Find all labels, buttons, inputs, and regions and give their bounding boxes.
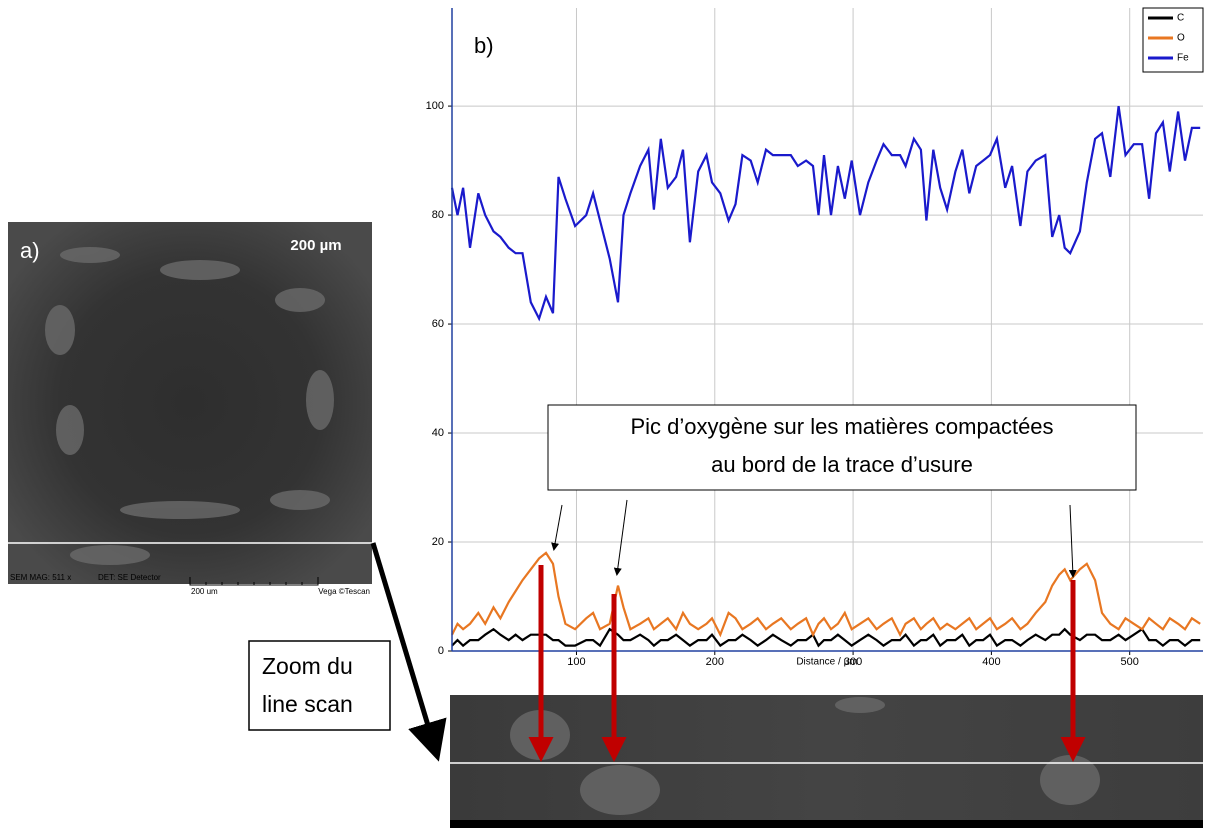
series-line (450, 105, 1201, 322)
x-tick-label: 300 (844, 656, 862, 668)
scale-label: 200 µm (290, 237, 341, 254)
x-axis-label: Distance / µm (796, 657, 857, 668)
y-tick-label: 20 (432, 536, 444, 548)
x-tick-label: 100 (567, 656, 585, 668)
y-tick-label: 80 (432, 209, 444, 221)
scale-bar (189, 577, 319, 586)
series-line (451, 551, 1201, 638)
y-tick-label: 100 (426, 100, 444, 112)
sem-footer-text: SEM MAG: 511 x (10, 573, 71, 582)
zoom-label: Zoom du (262, 653, 353, 679)
x-tick-label: 500 (1121, 656, 1139, 668)
legend-label: C (1177, 13, 1184, 24)
sem-footer-text: DET: SE Detector (98, 573, 161, 582)
legend-label: Fe (1177, 53, 1189, 64)
zoom-box (248, 640, 391, 731)
sem-footer-text: 200 um (191, 587, 218, 596)
sem-texture (45, 247, 334, 565)
sem-footer-text: Vega ©Tescan (318, 587, 370, 596)
x-tick-label: 400 (982, 656, 1000, 668)
panel-label: a) (20, 238, 40, 263)
y-tick-label: 0 (438, 645, 444, 657)
annotation: Pic d’oxygène sur les matières compactée… (630, 414, 1053, 439)
annotation-arrow (1068, 504, 1077, 578)
annotation-arrow (551, 504, 563, 551)
y-tick-label: 60 (432, 318, 444, 330)
annotation-arrow (613, 499, 628, 576)
panel-label: b) (474, 33, 494, 58)
zoom-arrow (370, 542, 447, 762)
annotation-box (547, 404, 1137, 491)
sem-footer (8, 584, 372, 600)
legend-label: O (1177, 33, 1185, 44)
y-tick-label: 40 (432, 427, 444, 439)
annotation: au bord de la trace d’usure (711, 452, 973, 477)
plot-area (452, 8, 1203, 651)
x-tick-label: 200 (706, 656, 724, 668)
zoom-label: line scan (262, 691, 353, 717)
zoom-edge (450, 820, 1203, 828)
